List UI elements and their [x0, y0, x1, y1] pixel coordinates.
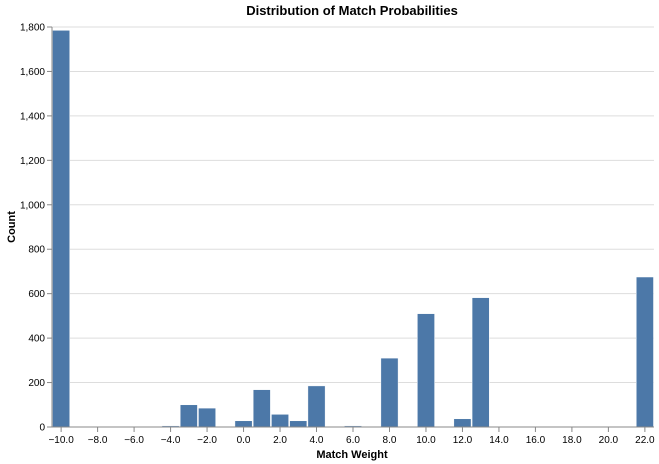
histogram-bar: [252, 389, 271, 428]
y-tick-label: 1,600: [20, 67, 45, 78]
histogram-bar: [289, 420, 308, 428]
histogram-bar: [271, 414, 289, 428]
histogram-bar: [636, 276, 654, 428]
x-tick-label: 20.0: [599, 435, 619, 446]
histogram-bar: [307, 385, 326, 428]
histogram-bar: [52, 30, 70, 428]
y-tick-label: 800: [28, 245, 45, 256]
x-tick-label: 6.0: [346, 435, 360, 446]
x-tick-label: −2.0: [197, 435, 217, 446]
histogram-bar: [234, 420, 253, 428]
x-tick-label: 10.0: [416, 435, 436, 446]
y-axis-title: Count: [6, 211, 18, 243]
histogram-bar: [417, 313, 435, 428]
histogram-bar: [453, 418, 472, 428]
y-tick-label: 1,200: [20, 156, 45, 167]
x-axis-title: Match Weight: [316, 449, 388, 461]
y-tick-label: 400: [28, 334, 45, 345]
x-tick-label: −4.0: [161, 435, 181, 446]
y-tick-label: 200: [28, 378, 45, 389]
x-tick-label: −8.0: [88, 435, 108, 446]
histogram-bar: [179, 404, 198, 428]
x-tick-label: 8.0: [383, 435, 397, 446]
y-tick-label: 1,800: [20, 23, 45, 34]
histogram-bar: [380, 357, 399, 428]
y-tick-label: 0: [39, 423, 45, 434]
y-tick-label: 600: [28, 289, 45, 300]
x-tick-label: 12.0: [453, 435, 473, 446]
y-tick-label: 1,400: [20, 111, 45, 122]
x-tick-label: 4.0: [310, 435, 324, 446]
bars: [52, 30, 654, 428]
y-tick-label: 1,000: [20, 200, 45, 211]
chart-title: Distribution of Match Probabilities: [246, 3, 458, 18]
x-tick-label: −6.0: [124, 435, 144, 446]
x-tick-label: −10.0: [48, 435, 74, 446]
x-tick-label: 0.0: [237, 435, 251, 446]
x-tick-label: 22.0: [635, 435, 655, 446]
histogram-bar: [198, 407, 216, 428]
x-axis: −10.0 −8.0 −6.0 −4.0 −2.0 0.0 2.0 4.0 6.0 8.0 10.0…: [48, 426, 655, 446]
x-tick-label: 2.0: [273, 435, 287, 446]
x-tick-label: 14.0: [489, 435, 509, 446]
x-tick-label: 16.0: [526, 435, 546, 446]
histogram-bar: [471, 297, 490, 428]
x-tick-label: 18.0: [562, 435, 582, 446]
y-axis: 0 200 400 600 800 1,000 1,200 1,400 1,600 1,800: [20, 23, 53, 434]
grid-lines: [52, 26, 654, 428]
